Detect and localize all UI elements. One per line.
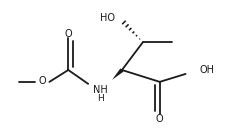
Text: HO: HO [99,13,114,22]
Polygon shape [112,68,123,80]
Text: O: O [64,29,72,39]
Text: OH: OH [199,65,214,75]
Text: NH: NH [92,85,107,95]
Text: O: O [38,76,46,86]
Text: O: O [155,115,163,124]
Text: H: H [96,94,103,103]
